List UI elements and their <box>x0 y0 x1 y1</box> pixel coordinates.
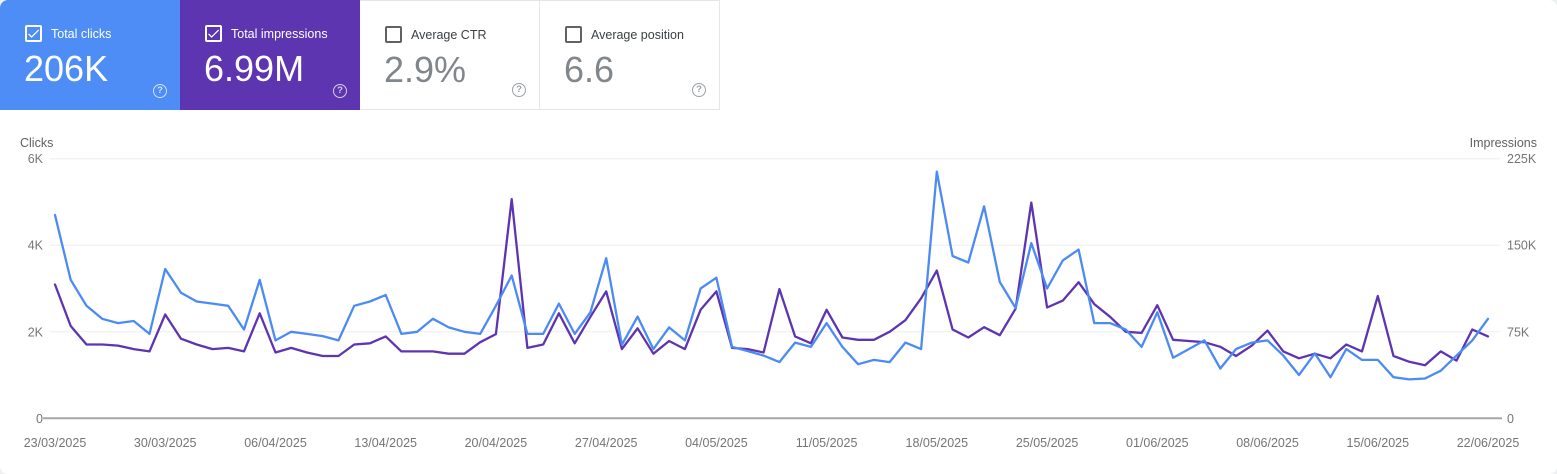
help-icon[interactable]: ? <box>153 84 167 98</box>
help-icon[interactable]: ? <box>333 84 347 98</box>
total-impressions-label: Total impressions <box>231 26 328 41</box>
left-axis-tick: 6K <box>28 152 44 166</box>
average-position-label: Average position <box>591 27 684 42</box>
left-axis-title: Clicks <box>20 136 53 150</box>
x-axis-tick: 15/06/2025 <box>1347 436 1410 450</box>
x-axis-tick: 04/05/2025 <box>685 436 748 450</box>
total-clicks-label: Total clicks <box>51 26 112 41</box>
clicks-line[interactable] <box>53 170 1490 381</box>
total-impressions-value: 6.99M <box>204 48 305 89</box>
right-axis-tick: 150K <box>1507 239 1537 253</box>
x-axis-tick: 11/05/2025 <box>796 436 858 450</box>
help-icon[interactable]: ? <box>692 83 706 97</box>
average-ctr-value: 2.9% <box>384 49 467 90</box>
x-axis-tick: 22/06/2025 <box>1457 436 1520 450</box>
average-ctr-checkbox[interactable] <box>385 26 402 43</box>
total-impressions-card-header: Total impressions <box>205 25 328 42</box>
left-axis-tick: 4K <box>28 239 44 253</box>
total-impressions-card[interactable]: Total impressions 6.99M ? <box>180 0 360 110</box>
total-clicks-card[interactable]: Total clicks 206K ? <box>0 0 180 110</box>
x-axis-tick: 27/04/2025 <box>575 436 638 450</box>
total-clicks-value: 206K <box>24 48 109 89</box>
x-axis-tick: 13/04/2025 <box>354 436 417 450</box>
x-axis-tick: 25/05/2025 <box>1016 436 1079 450</box>
average-ctr-card[interactable]: Average CTR 2.9% ? <box>360 0 540 110</box>
x-axis-tick: 30/03/2025 <box>134 436 197 450</box>
left-axis-tick: 0 <box>36 412 43 426</box>
x-axis-tick: 06/04/2025 <box>244 436 307 450</box>
help-icon[interactable]: ? <box>512 83 526 97</box>
average-position-card[interactable]: Average position 6.6 ? <box>540 0 720 110</box>
check-icon <box>208 29 220 38</box>
chart-svg[interactable]: 0 2K 4K 6K 0 75K 150K 225K Clicks Impressions 23/0… <box>0 110 1557 474</box>
impressions-line[interactable] <box>53 197 1490 367</box>
right-axis-title: Impressions <box>1470 136 1537 150</box>
average-ctr-label: Average CTR <box>411 27 487 42</box>
x-axis-tick: 20/04/2025 <box>465 436 528 450</box>
x-axis-tick: 23/03/2025 <box>24 436 87 450</box>
right-axis-tick: 225K <box>1507 152 1537 166</box>
total-impressions-checkbox[interactable] <box>205 25 222 42</box>
average-position-checkbox[interactable] <box>565 26 582 43</box>
average-position-card-header: Average position <box>565 26 684 43</box>
performance-chart[interactable]: 0 2K 4K 6K 0 75K 150K 225K Clicks Impressions 23/0… <box>0 110 1557 474</box>
x-axis-tick: 01/06/2025 <box>1126 436 1189 450</box>
total-clicks-card-header: Total clicks <box>25 25 111 42</box>
metric-cards: Total clicks 206K ? Total impressions 6.… <box>0 0 720 110</box>
x-axis-tick: 18/05/2025 <box>906 436 969 450</box>
total-clicks-checkbox[interactable] <box>25 25 42 42</box>
left-axis-tick: 2K <box>28 325 44 339</box>
x-axis-tick: 08/06/2025 <box>1236 436 1299 450</box>
average-ctr-card-header: Average CTR <box>385 26 487 43</box>
right-axis-tick: 75K <box>1507 325 1530 339</box>
right-axis-tick: 0 <box>1507 412 1514 426</box>
check-icon <box>28 29 40 38</box>
average-position-value: 6.6 <box>564 49 615 90</box>
